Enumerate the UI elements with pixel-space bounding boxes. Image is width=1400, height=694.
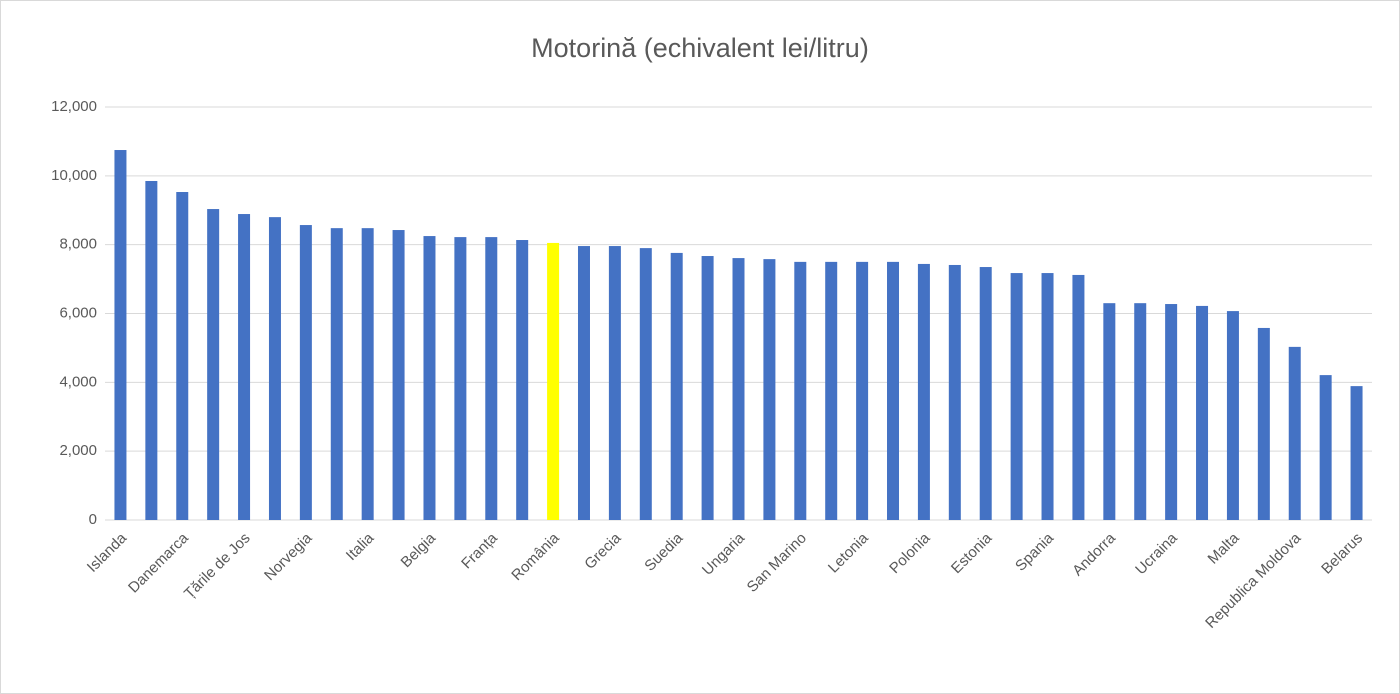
bar [856,261,869,520]
bar [948,264,961,520]
y-tick-label: 12,000 [51,98,97,115]
y-tick-label: 6,000 [59,304,97,321]
bar [1288,346,1301,520]
bar [1134,303,1147,520]
bar [670,252,683,520]
bar [1103,303,1116,520]
bar [979,267,992,520]
bar [114,150,127,521]
bar [1165,304,1178,520]
bar [268,217,281,520]
bar [330,228,343,520]
bar [1072,274,1085,520]
bar [608,246,621,520]
bar [887,261,900,520]
y-tick-label: 2,000 [59,442,97,459]
bar [176,192,189,521]
bar [794,261,807,520]
bar [1257,327,1270,520]
bar [392,230,405,520]
bar [917,263,930,520]
bar [732,258,745,520]
bar [1010,273,1023,520]
bar [454,237,467,520]
bar [639,248,652,520]
bar [485,237,498,520]
y-tick-label: 4,000 [59,373,97,390]
bar [825,261,838,520]
bar [238,214,251,520]
bar [1226,311,1239,520]
bar [701,256,714,520]
y-tick-label: 10,000 [51,167,97,184]
chart-title: Motorină (echivalent lei/litru) [531,33,869,63]
bar [1041,273,1054,520]
bar [1319,375,1332,520]
y-tick-label: 8,000 [59,236,97,253]
bar [145,180,158,520]
bar [547,242,560,520]
bar [516,240,529,520]
bar [423,236,436,520]
bar [361,228,374,520]
bar [1350,386,1363,520]
bar [1196,305,1209,520]
y-tick-label: 0 [89,511,97,528]
bar [207,209,220,520]
bar [299,225,312,520]
bar [763,259,776,520]
bar [577,246,590,520]
